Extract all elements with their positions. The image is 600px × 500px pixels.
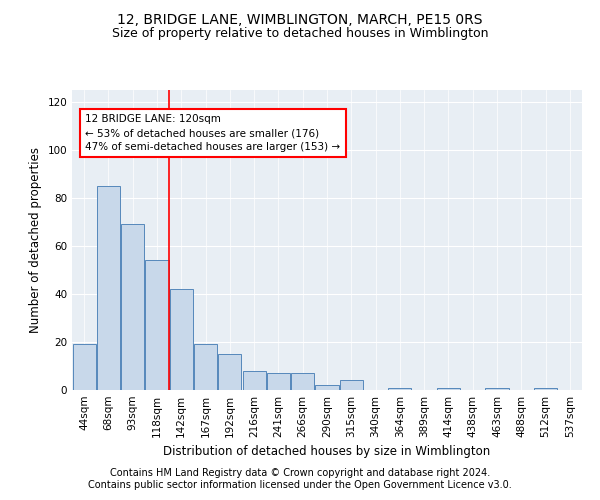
- Bar: [437, 388, 460, 390]
- Text: Size of property relative to detached houses in Wimblington: Size of property relative to detached ho…: [112, 28, 488, 40]
- X-axis label: Distribution of detached houses by size in Wimblington: Distribution of detached houses by size …: [163, 446, 491, 458]
- Bar: [267, 373, 290, 390]
- Y-axis label: Number of detached properties: Number of detached properties: [29, 147, 42, 333]
- Bar: [291, 373, 314, 390]
- Bar: [97, 186, 120, 390]
- Bar: [194, 344, 217, 390]
- Bar: [218, 354, 241, 390]
- Bar: [121, 224, 144, 390]
- Bar: [485, 388, 509, 390]
- Bar: [73, 344, 95, 390]
- Bar: [534, 388, 557, 390]
- Text: Contains public sector information licensed under the Open Government Licence v3: Contains public sector information licen…: [88, 480, 512, 490]
- Bar: [170, 289, 193, 390]
- Bar: [145, 260, 169, 390]
- Text: Contains HM Land Registry data © Crown copyright and database right 2024.: Contains HM Land Registry data © Crown c…: [110, 468, 490, 477]
- Bar: [316, 385, 338, 390]
- Text: 12 BRIDGE LANE: 120sqm
← 53% of detached houses are smaller (176)
47% of semi-de: 12 BRIDGE LANE: 120sqm ← 53% of detached…: [85, 114, 340, 152]
- Bar: [340, 380, 363, 390]
- Text: 12, BRIDGE LANE, WIMBLINGTON, MARCH, PE15 0RS: 12, BRIDGE LANE, WIMBLINGTON, MARCH, PE1…: [117, 12, 483, 26]
- Bar: [388, 388, 412, 390]
- Bar: [242, 371, 266, 390]
